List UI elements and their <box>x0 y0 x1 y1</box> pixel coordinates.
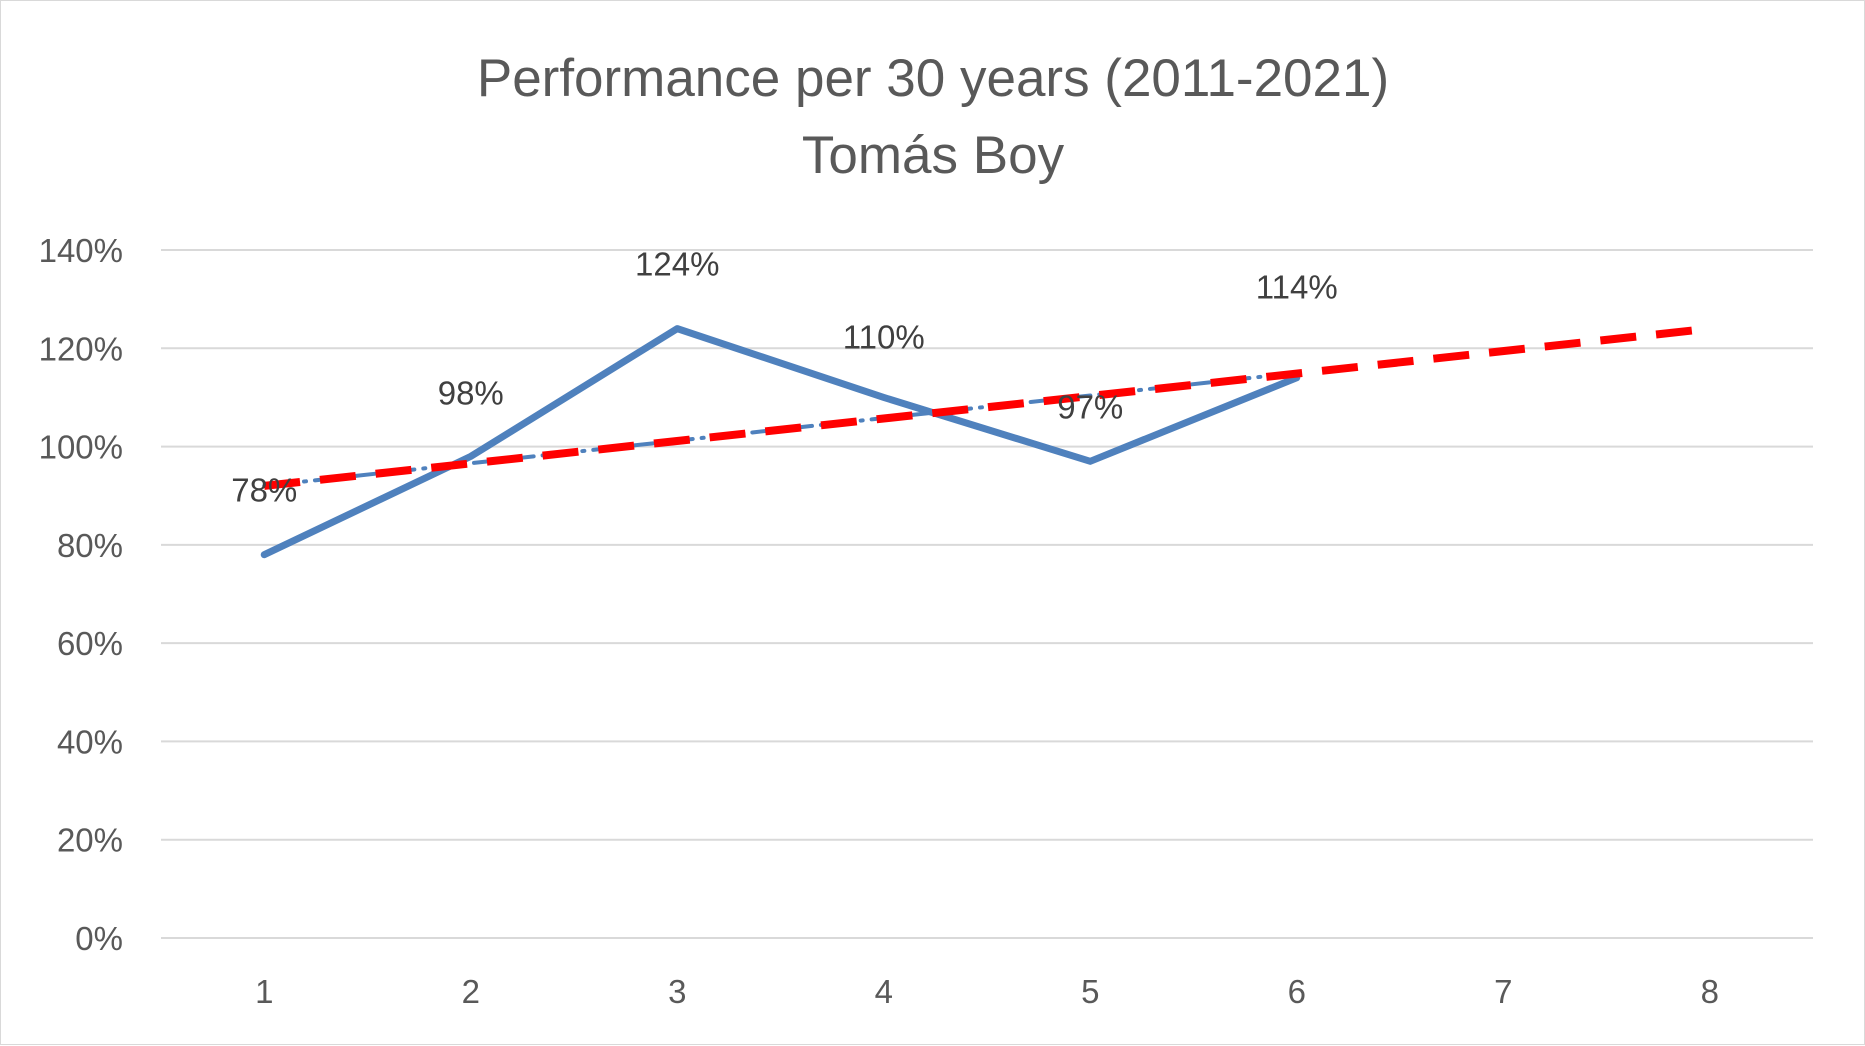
chart-title: Performance per 30 years (2011-2021) <box>477 49 1389 108</box>
series-line <box>260 325 1301 559</box>
x-tick-label: 4 <box>875 973 893 1010</box>
y-axis-tick-labels: 0% 20% 40% 60% 80% 100% 120% 140% <box>39 232 123 957</box>
x-tick-label: 2 <box>462 973 480 1010</box>
data-label: 114% <box>1256 269 1338 306</box>
trendline-layer <box>262 324 1711 490</box>
x-tick-label: 5 <box>1081 973 1099 1010</box>
trendline-dashed <box>263 324 1711 490</box>
y-tick-label: 140% <box>39 232 123 269</box>
data-label: 98% <box>438 374 504 411</box>
y-tick-label: 80% <box>57 527 123 564</box>
data-labels: 78% 98% 124% 110% 97% 114% <box>231 246 1338 509</box>
y-tick-label: 0% <box>75 920 123 957</box>
data-label: 110% <box>843 319 925 356</box>
x-axis-tick-labels: 1 2 3 4 5 6 7 8 <box>255 973 1719 1010</box>
x-tick-label: 7 <box>1494 973 1512 1010</box>
y-tick-label: 40% <box>57 723 123 760</box>
data-label: 97% <box>1057 388 1123 425</box>
y-tick-label: 120% <box>39 330 123 367</box>
x-tick-label: 3 <box>668 973 686 1010</box>
x-tick-label: 6 <box>1288 973 1306 1010</box>
chart-subtitle: Tomás Boy <box>802 126 1065 185</box>
x-tick-label: 8 <box>1701 973 1719 1010</box>
data-label: 124% <box>635 246 719 283</box>
x-tick-label: 1 <box>255 973 273 1010</box>
data-label: 78% <box>231 472 297 509</box>
y-tick-label: 60% <box>57 625 123 662</box>
gridlines <box>161 249 1813 939</box>
series-layer <box>260 325 1301 559</box>
y-tick-label: 100% <box>39 429 123 466</box>
y-tick-label: 20% <box>57 822 123 859</box>
